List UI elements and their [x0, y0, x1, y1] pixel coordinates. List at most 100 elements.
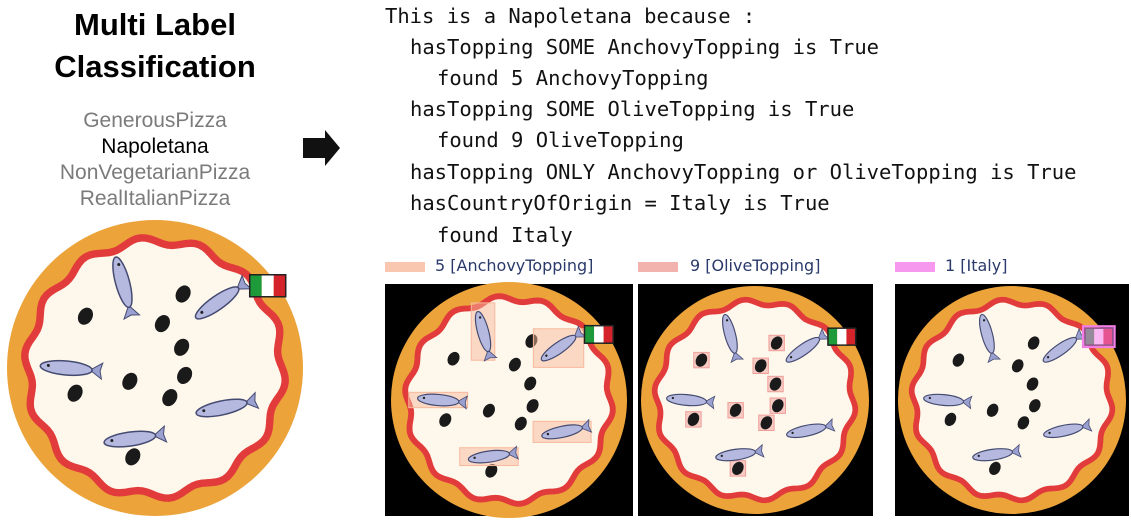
fish-eye — [473, 456, 476, 460]
pizza — [7, 220, 303, 516]
fish-eye — [545, 354, 548, 357]
fish-eye — [478, 316, 482, 319]
flag-stripe — [603, 325, 614, 344]
olive — [154, 315, 170, 333]
fish-tail — [823, 418, 836, 432]
flag-stripe — [846, 328, 856, 346]
fish-tail — [507, 445, 520, 460]
olive — [514, 416, 527, 431]
fish-body — [39, 359, 93, 377]
olive — [77, 307, 93, 325]
fish-body — [195, 398, 248, 418]
anchovy — [715, 443, 765, 462]
olive — [729, 403, 742, 417]
anchovy — [194, 274, 253, 320]
olive — [122, 372, 138, 390]
fish-body — [467, 449, 511, 464]
legend-swatch — [638, 262, 678, 272]
anchovy — [467, 445, 520, 464]
olive — [770, 336, 783, 350]
olive — [754, 359, 767, 373]
fish-body — [474, 310, 492, 353]
fish-tail — [152, 424, 168, 443]
anchovy — [112, 256, 141, 321]
fish-eye — [546, 432, 550, 436]
fish-eye — [1048, 431, 1051, 435]
fish-eye — [928, 396, 932, 400]
fish-eye — [725, 319, 729, 322]
title: Multi Label Classification — [54, 7, 256, 84]
fish-eye — [422, 396, 426, 400]
fish-tail — [730, 351, 745, 364]
label: NonVegetarianPizza — [59, 161, 251, 184]
fish-body — [666, 393, 708, 407]
legend-swatch — [385, 262, 425, 272]
olive — [174, 338, 190, 356]
olive — [1028, 399, 1041, 413]
flag-border — [248, 274, 287, 298]
fish-tail — [753, 443, 765, 458]
fish-tail — [817, 327, 831, 340]
fish-tail — [1080, 418, 1093, 432]
olive — [1026, 377, 1039, 391]
fish-body — [541, 424, 584, 440]
fish-body — [721, 313, 738, 354]
pizza — [641, 286, 869, 514]
pizza — [898, 286, 1126, 514]
explanation-line: found 9 OliveTopping — [437, 128, 684, 152]
olive — [769, 377, 782, 391]
olive — [944, 412, 957, 426]
olive — [508, 357, 521, 372]
fish-body — [112, 256, 133, 309]
fish-body — [785, 336, 821, 363]
olive — [771, 399, 784, 413]
olive — [732, 461, 744, 475]
anchovy — [39, 359, 104, 381]
explanation-line: hasTopping SOME OliveTopping is True — [410, 97, 855, 121]
anchovy — [923, 393, 973, 410]
explanation-line: found Italy — [437, 223, 573, 247]
fish-eye — [791, 431, 794, 435]
fish-tail — [573, 325, 587, 338]
olive — [695, 353, 708, 367]
fish-tail — [123, 304, 141, 321]
fish-eye — [720, 454, 723, 458]
fish-eye — [982, 319, 986, 322]
fish-eye — [200, 310, 204, 314]
olive — [687, 412, 700, 426]
label: Napoletana — [101, 135, 209, 158]
fish-body — [786, 423, 827, 439]
flag-stripe — [261, 274, 274, 297]
olive — [760, 416, 773, 430]
label: RealItalianPizza — [79, 187, 231, 210]
anchovy — [1043, 418, 1093, 439]
olive — [439, 413, 452, 427]
olive — [175, 285, 191, 303]
fish-body — [715, 448, 757, 462]
olive — [986, 403, 999, 417]
fish-eye — [202, 409, 206, 413]
olive — [526, 399, 539, 413]
anchovy — [103, 424, 168, 448]
anchovy — [541, 418, 593, 440]
olive — [989, 461, 1001, 475]
fish-eye — [789, 356, 793, 359]
anchovy — [978, 313, 1002, 364]
fish-tail — [483, 349, 498, 362]
fish-body — [194, 286, 240, 320]
anchovy — [474, 310, 498, 362]
explanation-line: hasCountryOfOrigin = Italy is True — [410, 191, 830, 215]
fish-eye — [977, 454, 980, 458]
fish-body — [1043, 423, 1084, 439]
fish-body — [416, 393, 460, 407]
fish-body — [540, 334, 577, 362]
fish-body — [978, 313, 995, 354]
fish-tail — [580, 418, 593, 433]
explanation-line: hasTopping SOME AnchovyTopping is True — [410, 35, 879, 59]
explanation-line: hasTopping ONLY AnchovyTopping or OliveT… — [410, 160, 1077, 184]
fish-eye — [1046, 356, 1050, 359]
fish-tail — [987, 351, 1002, 364]
fish-body — [923, 393, 965, 407]
